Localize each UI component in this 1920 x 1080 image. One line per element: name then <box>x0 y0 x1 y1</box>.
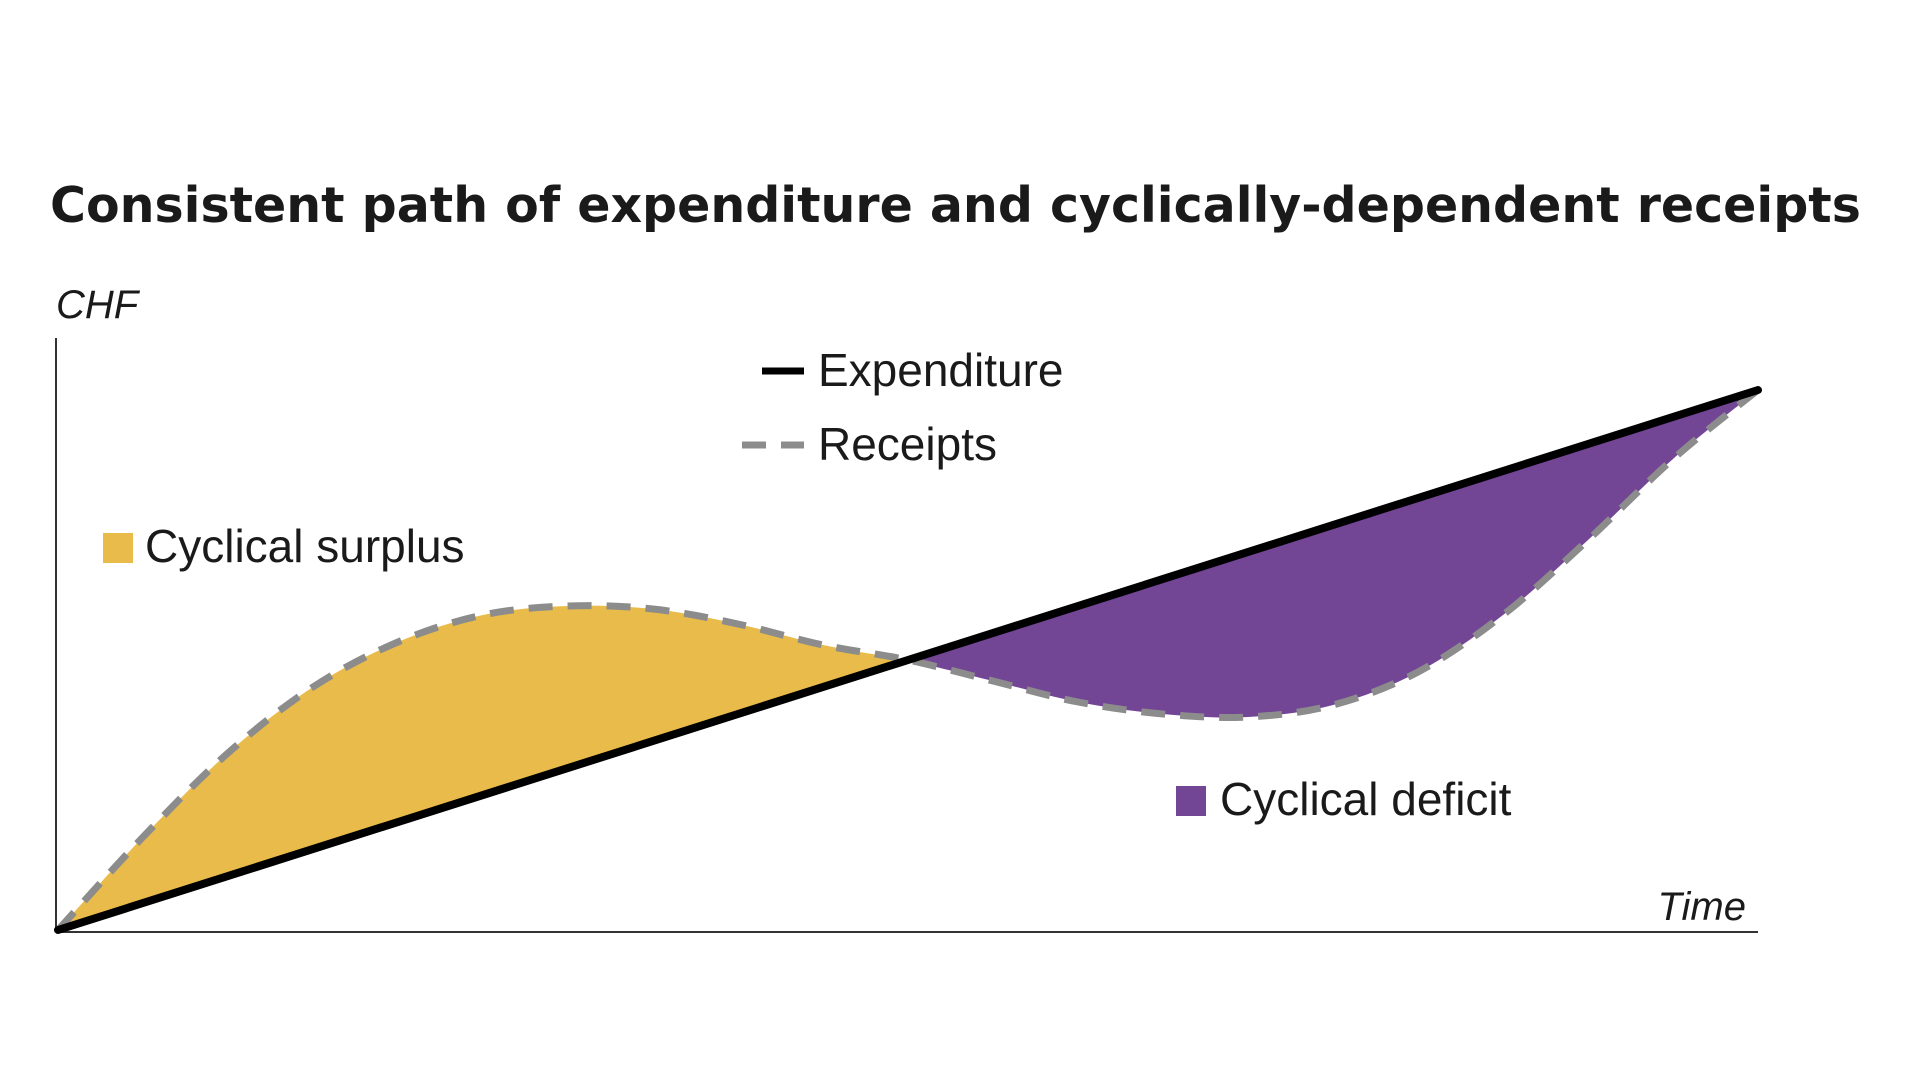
expenditure-line <box>54 386 1762 934</box>
legend-surplus-label: Cyclical surplus <box>145 520 465 572</box>
cyclical-surplus-area <box>58 605 908 930</box>
cyclical-deficit-area <box>908 390 1758 718</box>
legend-receipts-label: Receipts <box>818 418 997 470</box>
y-axis-label: CHF <box>56 283 141 327</box>
x-axis-label: Time <box>1657 885 1746 929</box>
legend-deficit-swatch <box>1176 786 1206 816</box>
legend-surplus-swatch <box>103 533 133 563</box>
receipts-line <box>55 387 1761 933</box>
legend-expenditure-label: Expenditure <box>818 344 1064 396</box>
chart-title: Consistent path of expenditure and cycli… <box>50 177 1861 234</box>
legend-deficit-label: Cyclical deficit <box>1220 773 1512 825</box>
